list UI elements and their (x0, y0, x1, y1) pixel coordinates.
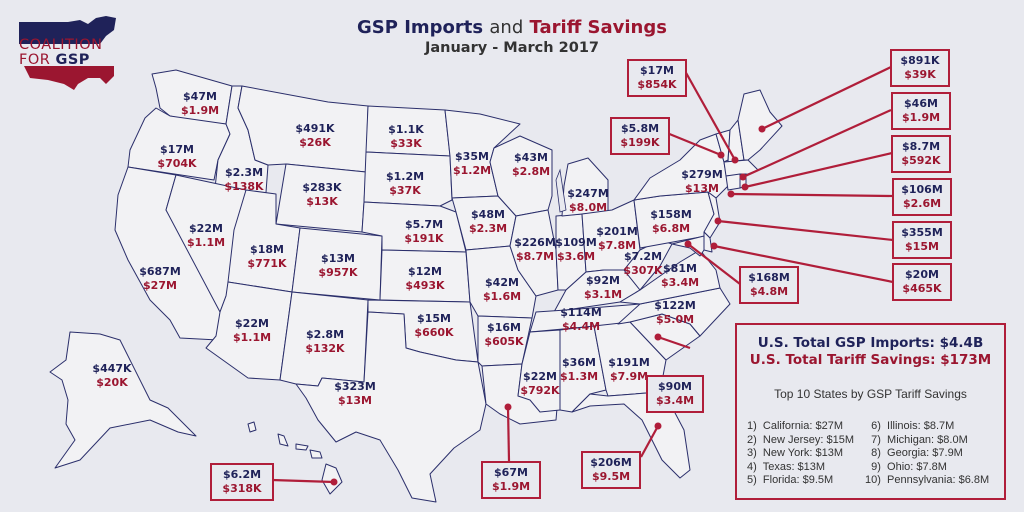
label-wi: $43M $2.8M (511, 151, 551, 178)
state-il[interactable] (509, 209, 559, 297)
leader-lines (271, 66, 894, 486)
title-imports: GSP Imports (357, 17, 484, 38)
label-sd: $1.2M $37K (385, 170, 425, 197)
callout-ri: $8.7M $592K (891, 135, 951, 173)
title-and: and (489, 17, 524, 38)
label-ar: $16M $605K (484, 321, 524, 348)
label-ms: $22M $792K (520, 370, 560, 397)
top10-col-1: 1) California: $27M 2) New Jersey: $15M … (747, 420, 854, 488)
label-mi: $247M $8.0M (567, 187, 609, 214)
top10-item: 10) Pennsylvania: $6.8M (865, 474, 990, 486)
coalition-for-gsp-logo: COALITION FOR GSP (18, 16, 118, 92)
label-in: $109M $3.6M (555, 236, 597, 263)
label-nv: $22M $1.1M (186, 222, 226, 249)
callout-hi: $6.2M $318K (210, 463, 274, 501)
callout-de: $20M $465K (892, 263, 952, 301)
totals-panel: U.S. Total GSP Imports: $4.4B U.S. Total… (735, 323, 1006, 500)
total-imports: U.S. Total GSP Imports: $4.4B (757, 335, 984, 351)
top10-item: 8) Georgia: $7.9M (871, 447, 963, 459)
label-wa: $47M $1.9M (180, 90, 220, 117)
label-wy: $283K $13K (302, 181, 342, 208)
state-tx[interactable] (295, 311, 487, 503)
state-or[interactable] (127, 107, 231, 181)
label-nd: $1.1K $33K (388, 123, 424, 150)
label-ia: $48M $2.3M (468, 208, 508, 235)
top10-item: 5) Florida: $9.5M (747, 474, 834, 486)
top10-item: 6) Illinois: $8.7M (871, 420, 955, 432)
state-nc[interactable] (617, 287, 731, 337)
page-subtitle: January - March 2017 (424, 40, 599, 56)
label-az: $22M $1.1M (232, 317, 272, 344)
label-ut: $18M $771K (247, 243, 287, 270)
label-ky: $92M $3.1M (583, 274, 623, 301)
label-co: $13M $957K (318, 252, 358, 279)
label-al: $36M $1.3M (559, 356, 599, 383)
top10-item: 9) Ohio: $7.8M (871, 460, 947, 473)
top10-item: 7) Michigan: $8.0M (871, 433, 968, 446)
label-oh: $201M $7.8M (596, 225, 638, 252)
total-savings: U.S. Total Tariff Savings: $173M (749, 352, 992, 368)
callout-ct: $106M $2.6M (892, 178, 952, 216)
top10-item: 4) Texas: $13M (747, 460, 826, 473)
callout-me: $891K $39K (890, 49, 950, 87)
state-hi-4[interactable] (309, 449, 323, 459)
label-ny: $279M $13M (681, 168, 723, 195)
top10-item: 3) New York: $13M (747, 447, 844, 459)
callout-sc: $90M $3.4M (646, 375, 704, 413)
label-id: $2.3M $138K (224, 166, 264, 193)
callout-nh: $17M $854K (627, 59, 687, 97)
state-ct[interactable] (725, 173, 741, 191)
label-ak: $447K $20K (92, 362, 132, 389)
logo-line-2: FOR GSP (19, 53, 90, 68)
callout-fl: $206M $9.5M (581, 451, 641, 489)
label-nm: $2.8M $132K (305, 328, 345, 355)
top10-item: 1) California: $27M (747, 420, 843, 432)
label-or: $17M $704K (157, 143, 197, 170)
logo-gsp: GSP (55, 52, 90, 68)
label-ne: $5.7M $191K (404, 218, 444, 245)
label-il: $226M $8.7M (514, 236, 556, 263)
label-va: $81M $3.4M (660, 262, 700, 289)
label-ga: $191M $7.9M (608, 356, 650, 383)
logo-line-1: COALITION (19, 37, 103, 53)
callout-ma: $46M $1.9M (891, 92, 951, 130)
label-mo: $42M $1.6M (482, 276, 522, 303)
label-nc: $122M $5.0M (654, 299, 696, 326)
top10-title: Top 10 States by GSP Tariff Savings (774, 387, 967, 401)
label-ok: $15M $660K (414, 312, 454, 339)
top10-item: 2) New Jersey: $15M (747, 433, 854, 446)
label-tx: $323M $13M (334, 380, 376, 407)
title-savings: Tariff Savings (529, 17, 667, 38)
label-wv: $7.2M $307K (623, 250, 663, 277)
label-ca: $687M $27M (139, 265, 181, 292)
state-mt[interactable] (237, 85, 369, 173)
callout-la: $67M $1.9M (481, 461, 541, 499)
state-shapes (49, 69, 783, 503)
state-me[interactable] (737, 89, 783, 161)
callout-md: $168M $4.8M (739, 266, 799, 304)
great-lakes (555, 168, 567, 213)
state-ak[interactable] (49, 331, 197, 469)
label-mt: $491K $26K (295, 122, 335, 149)
state-hi-3[interactable] (295, 443, 309, 451)
callout-vt: $5.8M $199K (610, 117, 670, 155)
logo-for: FOR (19, 52, 51, 68)
state-fl[interactable] (571, 391, 691, 479)
state-hi-5[interactable] (321, 463, 343, 495)
label-mn: $35M $1.2M (452, 150, 492, 177)
state-hi-1[interactable] (247, 421, 257, 433)
top10-col-2: 6) Illinois: $8.7M 7) Michigan: $8.0M 8)… (865, 420, 989, 488)
state-hi-2[interactable] (277, 433, 289, 447)
label-pa: $158M $6.8M (650, 208, 692, 235)
us-flag-map-icon (19, 16, 116, 90)
label-ks: $12M $493K (405, 265, 445, 292)
callout-nj: $355M $15M (892, 221, 952, 259)
label-tn: $114M $4.4M (560, 306, 602, 333)
state-sd[interactable] (363, 151, 453, 207)
page-title: GSP Imports and Tariff Savings (0, 17, 1024, 38)
